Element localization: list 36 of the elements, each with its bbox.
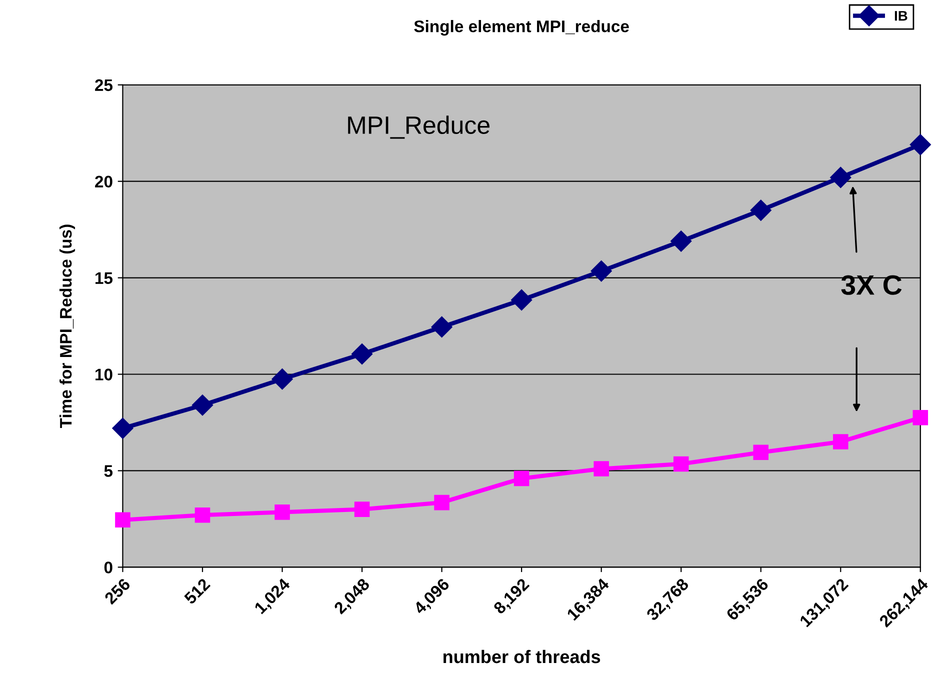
point bbox=[192, 394, 214, 416]
point bbox=[112, 418, 134, 439]
point bbox=[750, 200, 772, 221]
y-tick-label: 5 bbox=[104, 465, 113, 477]
point bbox=[274, 504, 290, 520]
point bbox=[352, 343, 373, 365]
y-axis-title: Time for MPI_Reduce (us) bbox=[59, 224, 76, 428]
point bbox=[354, 502, 370, 517]
point bbox=[194, 507, 210, 523]
point bbox=[832, 434, 848, 450]
x-axis-title: number of threads bbox=[444, 650, 600, 664]
legend-label: IB bbox=[894, 11, 908, 21]
point bbox=[272, 368, 293, 390]
point bbox=[434, 494, 450, 510]
point bbox=[115, 512, 130, 528]
annotation: 3X C bbox=[841, 275, 902, 295]
point bbox=[670, 230, 692, 252]
point bbox=[753, 444, 769, 460]
y-tick-label: 0 bbox=[104, 562, 112, 574]
x-tick-label: 512 bbox=[184, 578, 211, 605]
point bbox=[910, 134, 931, 156]
point bbox=[431, 316, 452, 338]
point bbox=[912, 410, 928, 426]
y-tick-label: 10 bbox=[96, 368, 112, 380]
point bbox=[830, 166, 852, 188]
point bbox=[673, 456, 689, 472]
y-tick-label: 20 bbox=[95, 176, 112, 188]
point bbox=[511, 289, 532, 310]
annotation: MPI_Reduce bbox=[348, 116, 490, 139]
x-tick-label: 256 bbox=[104, 578, 131, 605]
chart-title: Single element MPI_reduce bbox=[414, 20, 629, 36]
point bbox=[514, 470, 530, 486]
point bbox=[594, 461, 609, 476]
y-tick-label: 15 bbox=[96, 272, 113, 284]
y-tick-label: 25 bbox=[95, 79, 113, 92]
point bbox=[590, 260, 612, 282]
